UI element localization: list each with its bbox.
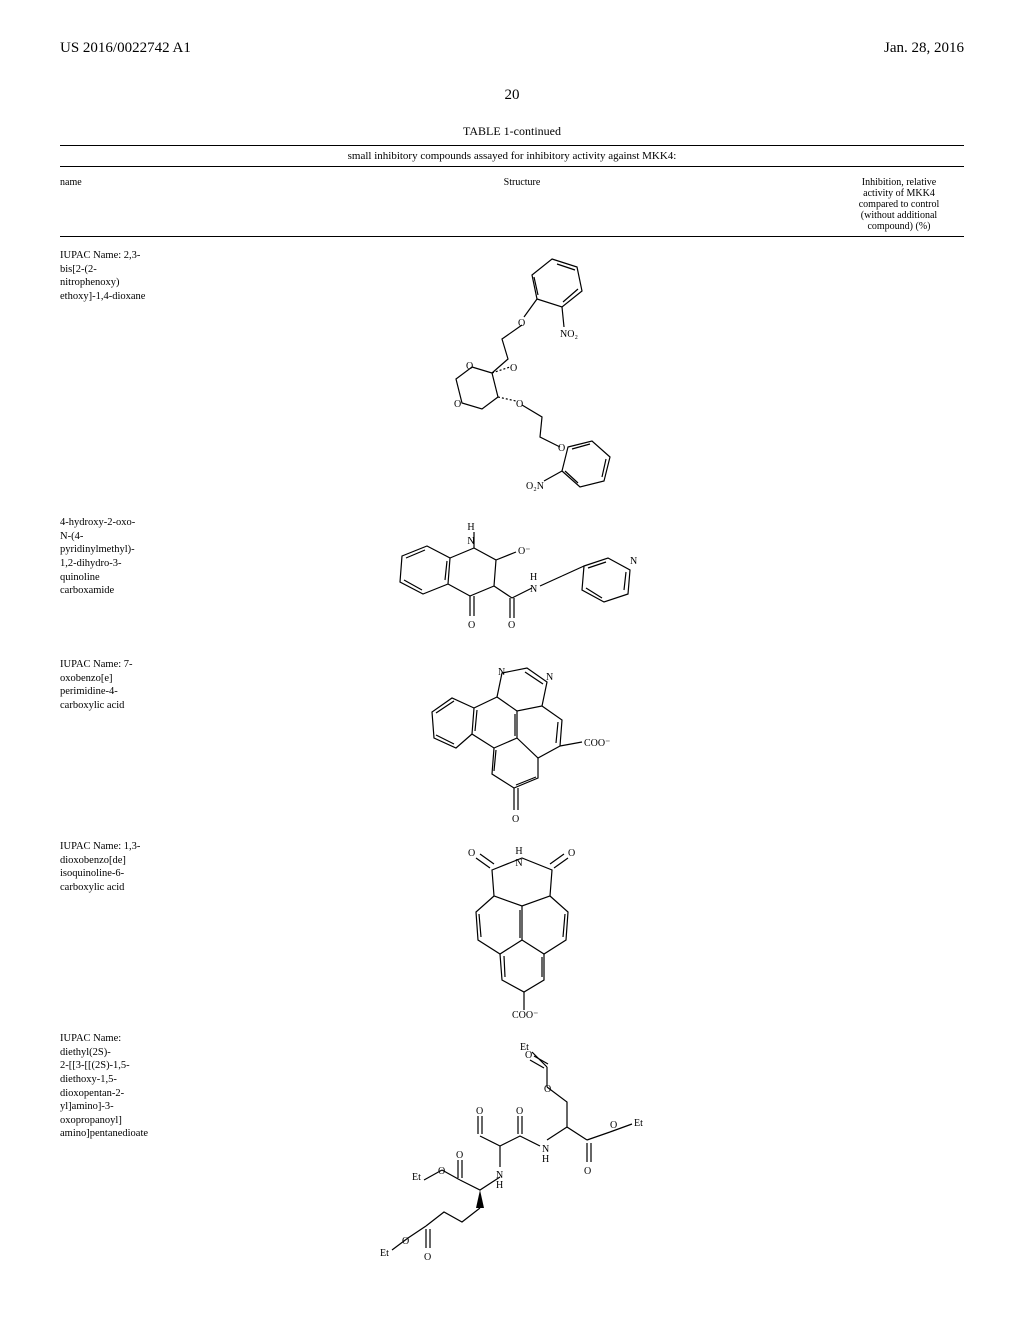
table-row: IUPAC Name: 1,3- dioxobenzo[de] isoquino…	[60, 828, 964, 1020]
svg-text:Et: Et	[412, 1172, 421, 1183]
svg-text:H: H	[515, 846, 522, 857]
table-subtitle: small inhibitory compounds assayed for i…	[60, 145, 964, 167]
col-header-inhibition: Inhibition, relative activity of MKK4 co…	[834, 177, 964, 232]
svg-text:O: O	[584, 1166, 591, 1177]
svg-text:O: O	[508, 620, 515, 631]
svg-text:NO₂: NO₂	[560, 329, 578, 340]
table-row: IUPAC Name: 7- oxobenzo[e] perimidine-4-…	[60, 646, 964, 828]
svg-text:H: H	[542, 1154, 549, 1165]
svg-text:O: O	[516, 1106, 523, 1117]
svg-text:COO⁻: COO⁻	[512, 1010, 538, 1020]
svg-text:O: O	[525, 1050, 532, 1061]
table-row: 4-hydroxy-2-oxo- N-(4- pyridinylmethyl)-…	[60, 504, 964, 646]
table-column-headers: name Structure Inhibition, relative acti…	[60, 169, 964, 237]
svg-text:N: N	[630, 556, 637, 567]
svg-text:O₂N: O₂N	[526, 481, 544, 492]
compound-name: IUPAC Name: 7- oxobenzo[e] perimidine-4-…	[60, 658, 210, 713]
compound-name: IUPAC Name: 1,3- dioxobenzo[de] isoquino…	[60, 840, 210, 895]
svg-text:O: O	[438, 1166, 445, 1177]
structure-svg: H N O⁻ H N N O O	[372, 516, 672, 646]
svg-text:O: O	[468, 848, 475, 859]
publication-number: US 2016/0022742 A1	[60, 40, 191, 57]
page-number: 20	[60, 87, 964, 104]
svg-text:O: O	[454, 399, 461, 410]
svg-text:O: O	[568, 848, 575, 859]
svg-text:Et: Et	[380, 1248, 389, 1259]
table-title: TABLE 1-continued	[60, 124, 964, 139]
svg-text:O: O	[456, 1150, 463, 1161]
table-row: IUPAC Name: diethyl(2S)- 2-[[3-[[(2S)-1,…	[60, 1020, 964, 1292]
svg-text:O: O	[544, 1084, 551, 1095]
compound-name: IUPAC Name: diethyl(2S)- 2-[[3-[[(2S)-1,…	[60, 1032, 210, 1141]
svg-text:H: H	[530, 572, 537, 583]
svg-text:N: N	[546, 672, 553, 683]
svg-text:O: O	[424, 1252, 431, 1263]
svg-text:Et: Et	[634, 1118, 643, 1129]
structure-svg: N N COO⁻ O	[412, 658, 632, 828]
table-row: IUPAC Name: 2,3- bis[2-(2- nitrophenoxy)…	[60, 237, 964, 504]
compound-structure: Et O O O Et O N H O O N H Et O O O O	[210, 1032, 834, 1292]
svg-text:N: N	[515, 858, 522, 869]
svg-text:COO⁻: COO⁻	[584, 738, 610, 749]
table-body: IUPAC Name: 2,3- bis[2-(2- nitrophenoxy)…	[60, 237, 964, 1292]
svg-text:O: O	[476, 1106, 483, 1117]
col-header-name: name	[60, 177, 210, 232]
svg-text:O: O	[402, 1236, 409, 1247]
svg-text:H: H	[467, 522, 474, 533]
col-header-structure: Structure	[210, 177, 834, 232]
svg-text:H: H	[496, 1180, 503, 1191]
compound-structure: H N O⁻ H N N O O	[210, 516, 834, 646]
structure-svg: O NO₂ O O O O O O₂N	[382, 249, 662, 504]
compound-name: 4-hydroxy-2-oxo- N-(4- pyridinylmethyl)-…	[60, 516, 210, 598]
compound-name: IUPAC Name: 2,3- bis[2-(2- nitrophenoxy)…	[60, 249, 210, 304]
compound-structure: H N O O COO⁻	[210, 840, 834, 1020]
svg-text:O: O	[468, 620, 475, 631]
svg-text:O: O	[558, 443, 565, 454]
structure-svg: H N O O COO⁻	[432, 840, 612, 1020]
svg-text:O: O	[610, 1120, 617, 1131]
svg-text:N: N	[467, 536, 474, 547]
svg-text:O: O	[516, 399, 523, 410]
svg-text:O: O	[512, 814, 519, 825]
compound-structure: N N COO⁻ O	[210, 658, 834, 828]
structure-svg: Et O O O Et O N H O O N H Et O O O O	[352, 1032, 692, 1292]
svg-text:N: N	[530, 584, 537, 595]
svg-text:O: O	[510, 363, 517, 374]
page-header: US 2016/0022742 A1 Jan. 28, 2016	[60, 40, 964, 57]
svg-text:N: N	[498, 667, 505, 678]
publication-date: Jan. 28, 2016	[884, 40, 964, 57]
svg-text:O: O	[466, 361, 473, 372]
svg-text:O: O	[518, 318, 525, 329]
svg-text:O⁻: O⁻	[518, 546, 531, 557]
compound-structure: O NO₂ O O O O O O₂N	[210, 249, 834, 504]
